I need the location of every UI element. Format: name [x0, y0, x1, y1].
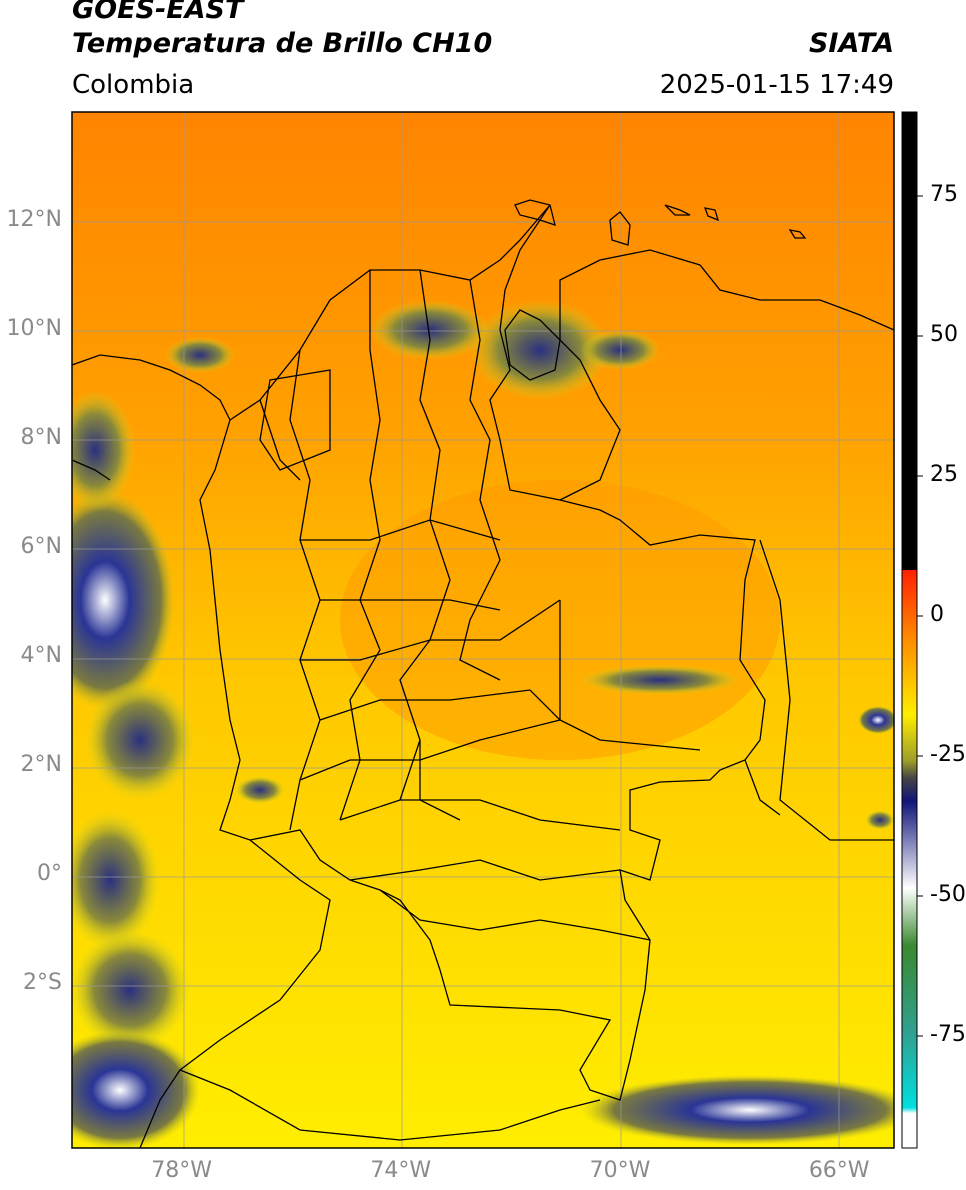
- timestamp-label: 2025-01-15 17:49: [659, 70, 894, 100]
- satellite-title: GOES-EAST: [72, 0, 244, 25]
- agency-label: SIATA: [808, 28, 894, 59]
- colorbar-tick-label: 50: [930, 322, 958, 347]
- lat-tick-label: 10°N: [6, 316, 62, 342]
- region-label: Colombia: [72, 70, 195, 100]
- lon-tick-label: 78°W: [151, 1158, 212, 1183]
- colorbar-tick-label: -25: [930, 742, 966, 767]
- colorbar-frame: [901, 111, 918, 1149]
- lat-tick-label: 6°N: [20, 534, 62, 560]
- colorbar-tick-label: 25: [930, 462, 958, 487]
- map-frame: [71, 111, 895, 1149]
- lon-tick-label: 70°W: [589, 1158, 651, 1183]
- colorbar-tick-label: 75: [930, 182, 958, 207]
- lat-tick-label: 8°N: [20, 425, 62, 451]
- graticule: [72, 112, 894, 1148]
- colorbar-tick-label: -50: [930, 882, 966, 907]
- product-title: Temperatura de Brillo CH10: [72, 28, 493, 59]
- country-borders: [72, 199, 894, 1148]
- colorbar-gradient: [902, 570, 917, 1148]
- lat-tick-label: 2°S: [23, 970, 62, 996]
- title-block: GOES-EAST Temperatura de Brillo CH10 Col…: [72, 0, 894, 108]
- lat-tick-label: 4°N: [20, 643, 62, 669]
- colorbar-black-segment: [902, 112, 917, 570]
- colorbar: [901, 111, 923, 1149]
- cloud-bands: [72, 300, 894, 1148]
- lat-tick-label: 2°N: [20, 752, 62, 778]
- lon-tick-label: 74°W: [370, 1158, 432, 1183]
- lon-tick-label: 66°W: [808, 1158, 870, 1183]
- lat-tick-label: 0°: [37, 861, 62, 887]
- colorbar-tick-label: -75: [930, 1022, 966, 1047]
- colorbar-tick-label: 0: [930, 602, 944, 627]
- lat-tick-label: 12°N: [6, 207, 62, 233]
